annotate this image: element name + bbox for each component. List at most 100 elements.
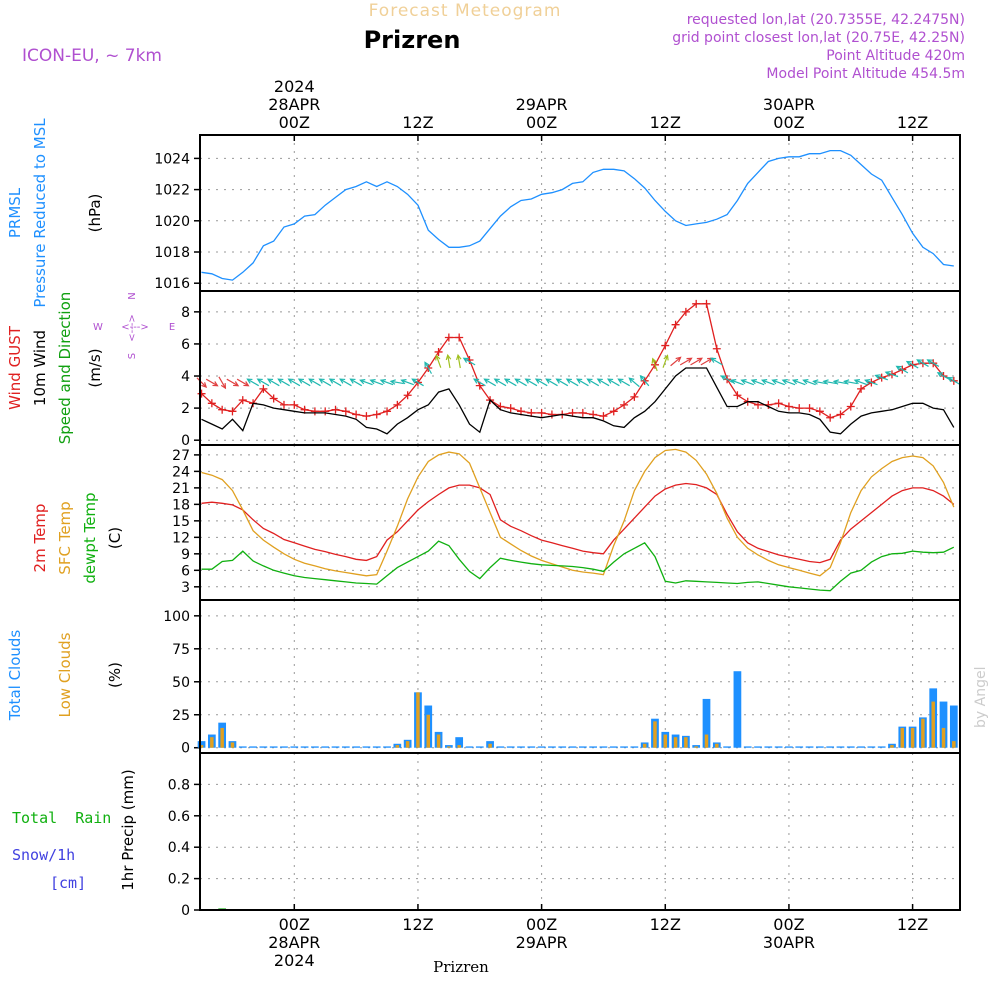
gust-marker — [815, 407, 824, 416]
bar-low — [684, 737, 688, 748]
bar-total — [558, 746, 567, 748]
bar-total — [805, 746, 814, 748]
wind-direction-arrow — [463, 357, 476, 366]
gust-marker — [197, 389, 206, 398]
precip-label-cm: [cm] — [50, 874, 86, 892]
wind-arrow-head — [947, 376, 954, 383]
precip-axis-title: 1hr Precip (mm) — [119, 769, 137, 890]
wind-direction-arrow — [504, 378, 517, 387]
wind-arrow-head — [349, 378, 356, 384]
bar-low — [941, 727, 946, 748]
wind-direction-arrow — [247, 378, 260, 387]
ytick-label: 3 — [181, 580, 190, 596]
bar-low — [653, 721, 657, 748]
top-time-label: 2024 — [274, 77, 315, 96]
gust-marker — [846, 402, 855, 411]
bar-total — [506, 746, 515, 748]
bar-total — [383, 746, 391, 748]
wind-direction-arrow — [515, 378, 527, 387]
gust-marker — [455, 333, 464, 342]
bar-total — [321, 746, 330, 748]
bar-total — [764, 746, 773, 748]
ytick-label: 1020 — [154, 214, 190, 230]
wind-arrow-head — [411, 378, 418, 384]
wind-direction-arrow — [494, 378, 507, 387]
panel-label-clouds: Total Clouds — [6, 630, 24, 722]
bar-total — [754, 746, 762, 748]
wind-arrow-head — [287, 378, 294, 384]
wind-direction-arrow — [854, 379, 868, 386]
gust-marker — [238, 396, 247, 405]
wind-arrow-head — [379, 379, 386, 385]
bar-total — [815, 746, 824, 748]
wind-arrow-head — [359, 379, 366, 385]
wind-direction-arrow — [700, 357, 713, 366]
wind-direction-arrow — [278, 378, 290, 387]
compass-e: E — [169, 322, 175, 333]
wind-arrow-head — [596, 378, 603, 384]
wind-arrow-head — [435, 354, 441, 361]
wind-direction-arrow — [741, 379, 755, 386]
top-time-label: 00Z — [279, 113, 310, 132]
wind-direction-arrow — [535, 378, 548, 387]
bar-total — [537, 746, 546, 748]
wind-arrow-head — [802, 379, 809, 385]
compass-w: W — [93, 322, 103, 333]
bar-low — [230, 742, 235, 748]
wind-arrow-head — [220, 383, 227, 390]
top-time-label: 00Z — [773, 113, 804, 132]
wind-direction-arrow — [339, 378, 352, 387]
gust-marker — [372, 410, 381, 419]
wind-direction-arrow — [652, 358, 658, 372]
panel-frame — [199, 290, 961, 446]
wind-arrow-head — [308, 378, 315, 384]
bar-low — [952, 741, 956, 748]
wind-direction-arrow — [762, 379, 775, 386]
bar-total — [733, 671, 742, 748]
wind-arrow-head — [760, 379, 768, 385]
wind-arrow-head — [424, 361, 430, 368]
wind-direction-arrow — [875, 374, 888, 381]
panel-label-temp: 2m Temp — [31, 504, 49, 573]
requested-coords: requested lon,lat (20.7355E, 42.2475N) — [687, 12, 965, 28]
ytick-label: 0.2 — [168, 872, 190, 888]
bar-low — [426, 714, 430, 748]
ytick-label: 6 — [181, 337, 190, 353]
wind-arrow-head — [483, 378, 490, 384]
wind-direction-arrow — [670, 356, 681, 367]
wind-direction-arrow — [662, 355, 669, 368]
wind-direction-arrow — [640, 375, 650, 387]
ytick-label: 0.8 — [168, 777, 190, 793]
wind-direction-arrow — [792, 379, 806, 386]
bar-low — [673, 737, 678, 748]
ytick-label: 6 — [181, 563, 190, 579]
gust-marker — [259, 384, 268, 393]
wind-direction-arrow — [545, 378, 558, 387]
wind-arrow-head — [696, 357, 703, 363]
wind-arrow-head — [246, 378, 253, 384]
bar-total — [630, 746, 639, 748]
ytick-label: 15 — [172, 514, 190, 530]
wind-arrow-head — [297, 378, 304, 384]
wind-direction-arrow — [710, 357, 723, 366]
wind-arrow-head — [534, 378, 542, 384]
bar-total — [949, 705, 958, 748]
wind-arrow-head — [639, 374, 646, 381]
panel-pressure: 1016 1018 1020 1022 1024 — [154, 134, 961, 292]
gust-marker — [805, 404, 814, 413]
bar-total — [578, 746, 587, 748]
bar-total — [259, 746, 268, 748]
gust-marker — [362, 412, 371, 421]
top-time-label: 00Z — [526, 113, 557, 132]
bar-total — [723, 746, 731, 748]
wind-arrow-head — [277, 378, 284, 384]
wind-direction-arrow — [679, 357, 692, 366]
wind-arrow-head — [651, 357, 657, 364]
wind-direction-arrow — [772, 379, 785, 386]
point-altitude: Point Altitude 420m — [826, 48, 965, 64]
wind-direction-arrow — [390, 380, 404, 385]
wind-arrow-head — [686, 357, 693, 363]
wind-direction-arrow — [556, 378, 569, 387]
